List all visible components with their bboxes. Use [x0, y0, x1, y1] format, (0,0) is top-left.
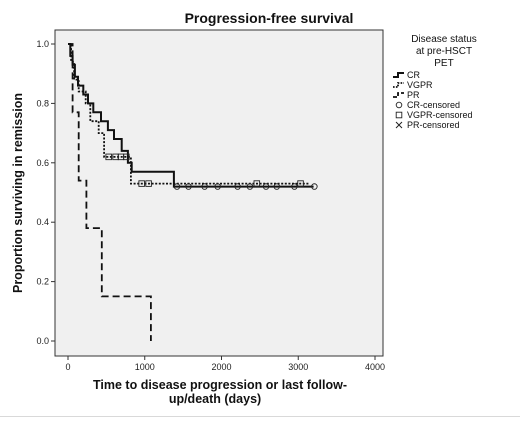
- y-axis: 0.0 0.2 0.4 0.6 0.8 1.0: [36, 39, 55, 346]
- y-tick-label: 0.2: [36, 277, 49, 287]
- censor-marker-cr: [214, 183, 221, 190]
- legend-marker-circle: [395, 101, 403, 109]
- y-tick-label: 0.8: [36, 98, 49, 108]
- series-line-pr: [68, 43, 152, 341]
- y-tick-label: 0.6: [36, 158, 49, 168]
- chart-title: Progression-free survival: [185, 10, 354, 26]
- legend-item: VGPR-censored: [395, 110, 473, 120]
- legend-label: PR-censored: [407, 120, 460, 130]
- censor-marker-vgpr: [138, 180, 145, 187]
- legend-title-line-1: Disease status: [411, 34, 477, 45]
- censor-marker-cr: [291, 183, 298, 190]
- censor-marker-cr: [311, 183, 318, 190]
- censor-marker-vgpr: [105, 153, 112, 161]
- x-tick-label: 3000: [288, 362, 308, 372]
- x-axis: 0 1000 2000 3000 4000: [65, 356, 385, 372]
- legend-item: CR-censored: [395, 100, 460, 110]
- censor-marker-cr: [273, 183, 281, 190]
- legend-item: PR: [393, 90, 420, 100]
- legend-label: CR-censored: [407, 100, 460, 110]
- y-tick-label: 0.0: [36, 336, 49, 346]
- legend-title-line-3: PET: [434, 58, 453, 69]
- plot-area: [54, 29, 384, 357]
- legend-line-vgpr: [393, 82, 404, 88]
- censor-markers: [105, 153, 318, 190]
- censor-marker-cr: [201, 183, 208, 190]
- censor-marker-cr: [262, 183, 270, 190]
- legend-label: CR: [407, 70, 420, 80]
- x-axis-title-line-2: up/death (days): [169, 392, 261, 406]
- censor-marker-vgpr: [123, 153, 130, 161]
- y-axis-title: Proportion surviving in remission: [11, 93, 25, 293]
- x-tick-label: 4000: [365, 362, 385, 372]
- x-tick-label: 2000: [211, 362, 231, 372]
- censor-marker-vgpr: [297, 180, 304, 187]
- legend-line-cr: [393, 72, 404, 78]
- censor-marker-vgpr: [145, 180, 152, 187]
- legend: Disease status at pre-HSCT PET CRVGPRPRC…: [393, 34, 477, 130]
- legend-item: PR-censored: [395, 120, 460, 130]
- legend-marker-square: [395, 111, 403, 119]
- bottom-divider: [0, 416, 520, 417]
- legend-marker-x: [395, 121, 403, 129]
- censor-marker-cr: [185, 183, 192, 190]
- x-tick-label: 1000: [135, 362, 155, 372]
- censor-marker-vgpr: [253, 180, 261, 187]
- censor-marker-cr: [246, 183, 254, 190]
- y-tick-label: 0.4: [36, 217, 49, 227]
- censor-marker-cr: [173, 183, 181, 190]
- legend-item: CR: [393, 70, 420, 80]
- legend-label: PR: [407, 90, 420, 100]
- y-tick-label: 1.0: [36, 39, 49, 49]
- series-layer: [68, 43, 314, 341]
- censor-marker-cr: [234, 183, 241, 190]
- x-tick-label: 0: [65, 362, 70, 372]
- x-axis-title-line-1: Time to disease progression or last foll…: [93, 378, 347, 392]
- legend-label: VGPR: [407, 80, 433, 90]
- legend-line-pr: [393, 92, 404, 98]
- legend-title-line-2: at pre-HSCT: [416, 46, 472, 57]
- legend-label: VGPR-censored: [407, 110, 473, 120]
- legend-entries: CRVGPRPRCR-censoredVGPR-censoredPR-censo…: [393, 70, 473, 130]
- legend-item: VGPR: [393, 80, 433, 90]
- series-line-vgpr: [68, 43, 310, 185]
